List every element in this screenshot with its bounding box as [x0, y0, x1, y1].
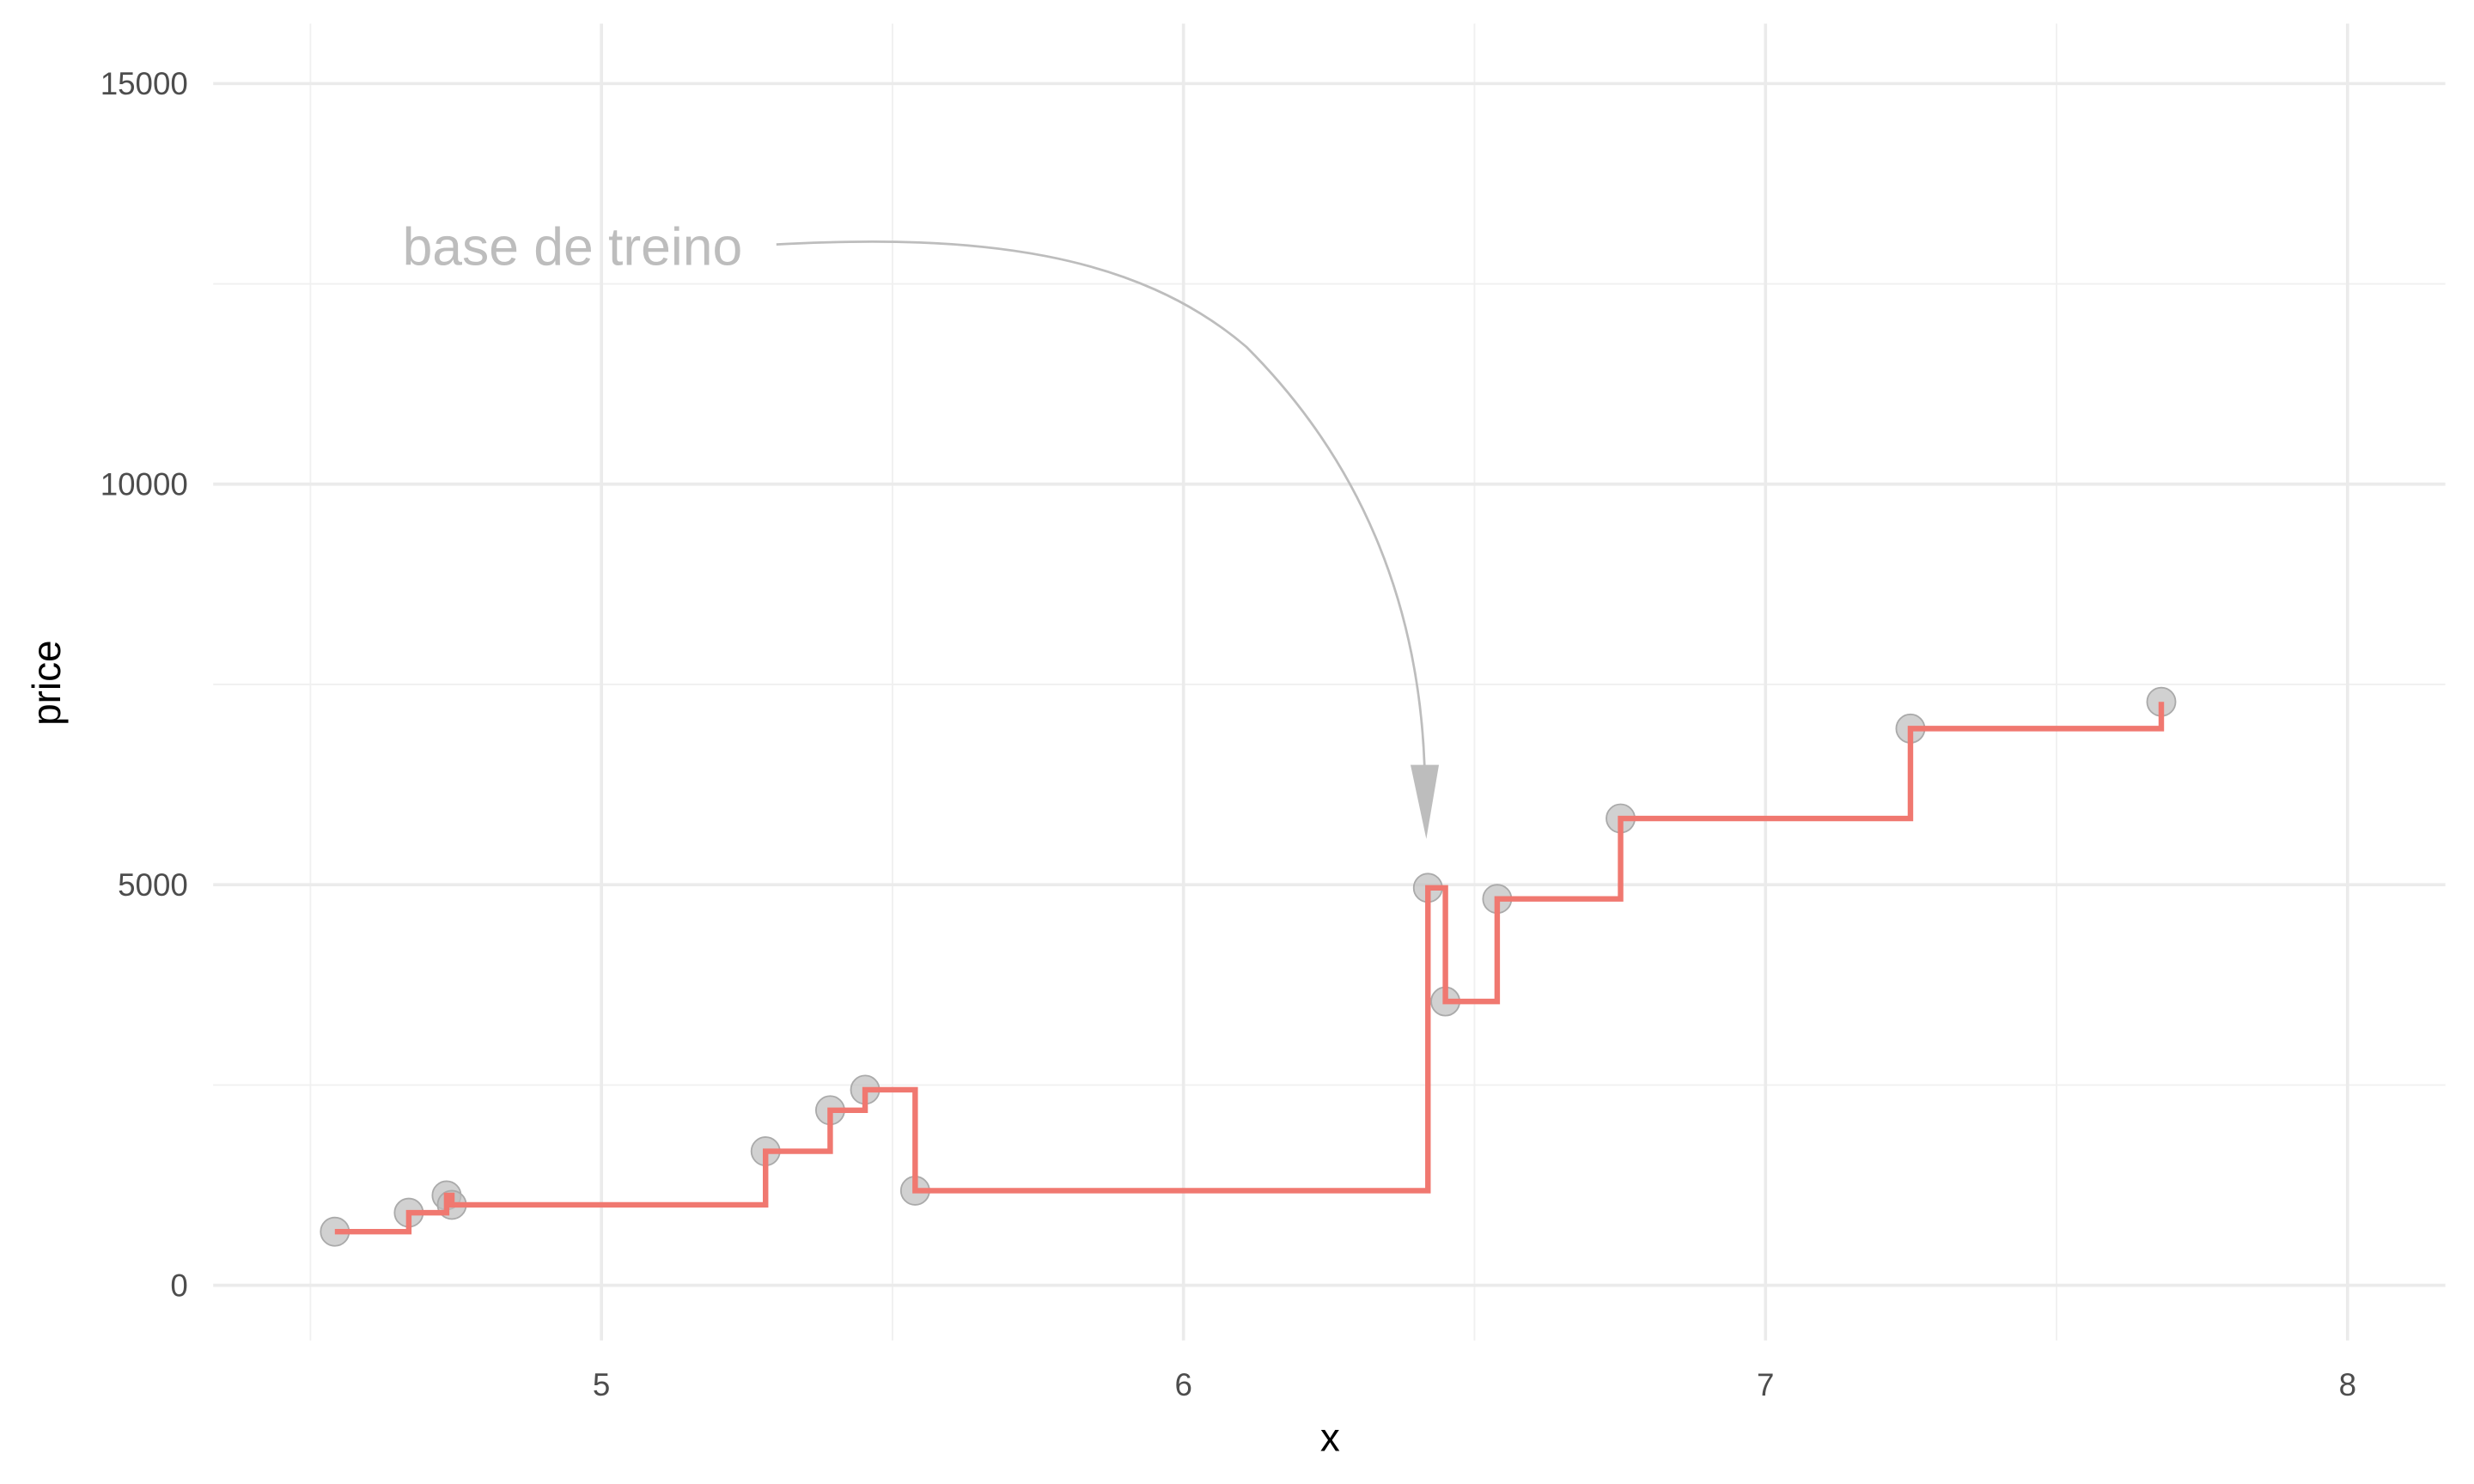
x-axis-title: x — [1320, 1414, 1340, 1459]
annotation: base de treino — [403, 217, 743, 277]
arrow-head — [1410, 764, 1440, 839]
x-tick-label: 7 — [1757, 1367, 1774, 1402]
annotation-arrow — [776, 240, 1426, 773]
y-axis-title: price — [24, 640, 69, 725]
y-tick-label: 0 — [170, 1268, 187, 1303]
x-tick-label: 8 — [2339, 1367, 2356, 1402]
y-tick-label: 15000 — [101, 66, 188, 101]
y-tick-label: 5000 — [118, 867, 188, 903]
y-tick-label: 10000 — [101, 467, 188, 502]
grid — [213, 23, 2446, 1341]
x-tick-label: 6 — [1174, 1367, 1191, 1402]
step-line — [334, 702, 2165, 1235]
x-tick-label: 5 — [593, 1367, 610, 1402]
